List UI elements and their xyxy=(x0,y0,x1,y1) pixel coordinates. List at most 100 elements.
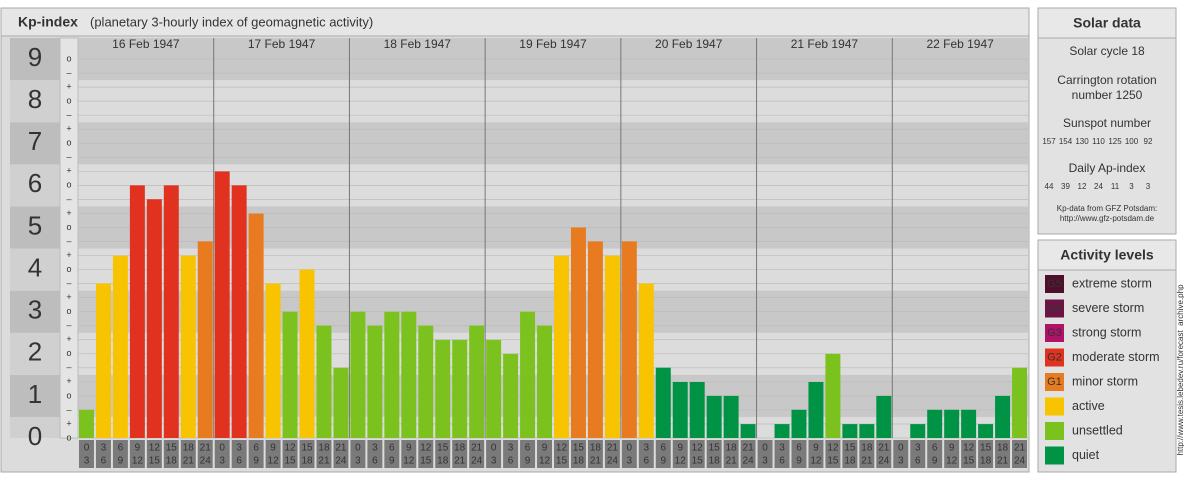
carrington: number 1250 xyxy=(1072,88,1143,102)
legend-swatch xyxy=(1045,275,1064,293)
levels-title-bar xyxy=(1037,239,1177,271)
hour-label: 9 xyxy=(525,456,531,467)
hour-label: 9 xyxy=(406,443,412,454)
bar xyxy=(418,325,434,438)
legend-code: G3 xyxy=(1047,327,1062,339)
y-tick-label: 4 xyxy=(28,252,42,282)
ap-value: 3 xyxy=(1146,182,1151,191)
hour-box xyxy=(672,440,688,468)
hour-label: 9 xyxy=(542,443,548,454)
third-mark: – xyxy=(66,67,71,77)
third-mark: + xyxy=(66,81,71,91)
third-mark: + xyxy=(66,166,71,176)
third-mark: o xyxy=(66,180,71,190)
third-mark: – xyxy=(66,194,71,204)
sunspot-value: 125 xyxy=(1108,137,1122,146)
hour-label: 0 xyxy=(627,443,633,454)
bar xyxy=(333,367,349,438)
source: Kp-data from GFZ Potsdam: xyxy=(1057,204,1157,213)
hour-box xyxy=(537,440,552,468)
hour-label: 15 xyxy=(556,456,568,467)
hour-box xyxy=(401,440,417,468)
hour-label: 18 xyxy=(318,443,330,454)
hour-label: 12 xyxy=(946,456,958,467)
hour-label: 3 xyxy=(355,456,361,467)
bar xyxy=(129,185,145,438)
bar xyxy=(554,255,569,438)
hour-box xyxy=(825,440,841,468)
bar xyxy=(299,269,315,438)
legend-swatch xyxy=(1045,299,1064,318)
hour-box xyxy=(95,440,111,468)
hour-label: 12 xyxy=(963,443,975,454)
legend-label: extreme storm xyxy=(1072,276,1152,290)
legend-code: G2 xyxy=(1047,351,1062,363)
hour-label: 6 xyxy=(508,456,514,467)
bar xyxy=(978,424,994,438)
hour-label: 6 xyxy=(660,443,666,454)
hour-label: 18 xyxy=(980,456,992,467)
hour-label: 12 xyxy=(810,456,822,467)
hour-label: 0 xyxy=(762,443,768,454)
hour-label: 12 xyxy=(539,456,551,467)
hour-label: 6 xyxy=(389,443,395,454)
hour-label: 3 xyxy=(762,456,768,467)
hour-label: 15 xyxy=(709,443,721,454)
bar xyxy=(112,255,128,438)
hour-label: 3 xyxy=(898,456,904,467)
bar xyxy=(265,283,281,438)
ap-title: Daily Ap-index xyxy=(1069,161,1146,175)
hour-label: 3 xyxy=(219,456,225,467)
hour-label: 18 xyxy=(709,456,721,467)
hour-box xyxy=(689,440,705,468)
y-tick-label: 8 xyxy=(28,84,42,114)
hour-label: 15 xyxy=(573,443,585,454)
bar xyxy=(537,325,552,438)
hour-label: 18 xyxy=(301,456,313,467)
hour-label: 12 xyxy=(284,443,296,454)
hour-label: 0 xyxy=(898,443,904,454)
hour-label: 3 xyxy=(372,443,378,454)
hour-label: 9 xyxy=(253,456,259,467)
hour-label: 18 xyxy=(454,443,466,454)
bar xyxy=(95,283,111,438)
legend-swatch xyxy=(1045,373,1064,391)
hour-label: 3 xyxy=(627,456,633,467)
hour-label: 21 xyxy=(607,443,619,454)
hour-box xyxy=(587,440,603,468)
hour-box xyxy=(333,440,349,468)
bar xyxy=(282,311,298,438)
hour-label: 0 xyxy=(84,443,90,454)
hour-label: 9 xyxy=(949,443,955,454)
legend-label: moderate storm xyxy=(1072,350,1160,364)
bar xyxy=(570,227,586,438)
hour-box xyxy=(469,440,485,468)
solar-title-bar xyxy=(1037,7,1177,39)
hour-box xyxy=(112,440,128,468)
hour-label: 21 xyxy=(335,443,347,454)
hour-label: 9 xyxy=(660,456,666,467)
band-label-bg xyxy=(10,416,60,438)
bar xyxy=(655,367,671,438)
hour-label: 12 xyxy=(827,443,839,454)
y-tick-label: 6 xyxy=(28,168,42,198)
band-label-bg xyxy=(10,38,60,81)
hour-box xyxy=(842,440,858,468)
hour-box xyxy=(554,440,569,468)
hour-label: 9 xyxy=(932,456,938,467)
bar xyxy=(367,325,383,438)
hour-box xyxy=(452,440,468,468)
hour-label: 6 xyxy=(118,443,124,454)
sunspot-value: 110 xyxy=(1092,137,1105,146)
third-mark: + xyxy=(66,418,71,428)
hour-label: 24 xyxy=(607,456,619,467)
bar xyxy=(316,325,332,438)
hour-label: 0 xyxy=(355,443,361,454)
hour-box xyxy=(180,440,196,468)
carrington: Carrington rotation xyxy=(1057,73,1156,87)
hour-label: 15 xyxy=(301,443,313,454)
hour-label: 9 xyxy=(796,456,802,467)
band-label-bg xyxy=(10,164,60,207)
third-mark: o xyxy=(66,138,71,148)
